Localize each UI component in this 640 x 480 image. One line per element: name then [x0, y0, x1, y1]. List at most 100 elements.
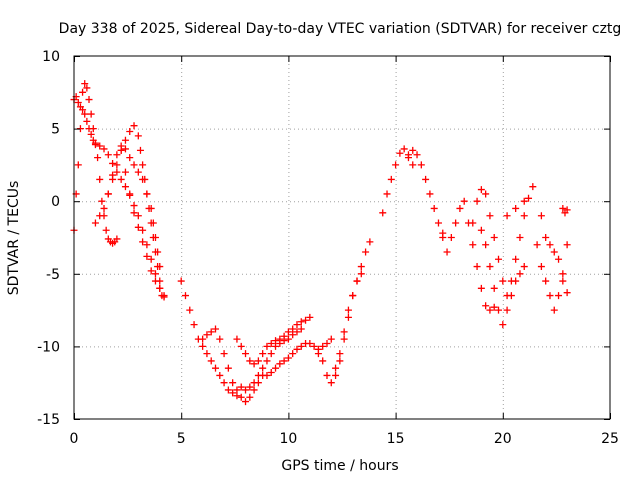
data-point [147, 204, 155, 212]
data-point [537, 212, 545, 220]
data-point [220, 379, 228, 387]
series-prn-track-h [233, 313, 314, 368]
data-point [267, 339, 275, 347]
series-prn-track-q [477, 226, 528, 329]
data-point [297, 325, 305, 333]
data-point [263, 342, 271, 350]
data-point [533, 241, 541, 249]
data-point [563, 206, 571, 214]
data-point [297, 342, 305, 350]
data-point [507, 292, 515, 300]
data-point [452, 219, 460, 227]
data-point [349, 292, 357, 300]
data-point [417, 161, 425, 169]
data-point [512, 204, 520, 212]
data-point [559, 270, 567, 278]
data-point [89, 125, 97, 133]
data-point [199, 335, 207, 343]
data-point [113, 151, 121, 159]
data-point [74, 98, 82, 106]
data-point [237, 383, 245, 391]
data-point [143, 252, 151, 260]
data-point [473, 197, 481, 205]
series-prn-track-m [379, 145, 417, 217]
data-point [503, 306, 511, 314]
points-layer [70, 80, 571, 406]
data-point [314, 350, 322, 358]
data-point [151, 277, 159, 285]
data-point [109, 171, 117, 179]
x-tick-label: 5 [177, 431, 186, 447]
data-point [362, 248, 370, 256]
data-point [366, 238, 374, 246]
data-point [91, 219, 99, 227]
data-point [104, 190, 112, 198]
data-point [297, 318, 305, 326]
data-point [447, 234, 455, 241]
data-point [81, 110, 89, 118]
data-point [156, 284, 164, 292]
data-point [85, 96, 93, 104]
tick-layer: 0 5 10 15 20 25 -15 -10 -5 0 5 10 [37, 49, 619, 447]
data-point [207, 328, 215, 336]
data-point [357, 263, 365, 271]
data-point [203, 350, 211, 358]
data-point [490, 303, 498, 311]
data-point [357, 270, 365, 278]
data-point [323, 371, 331, 379]
x-tick-label: 15 [387, 431, 405, 447]
y-axis-label: SDTVAR / TECUs [6, 181, 22, 296]
data-point [460, 197, 468, 205]
data-point [413, 151, 421, 159]
data-point [293, 345, 301, 353]
data-point [263, 357, 271, 365]
data-point [143, 190, 151, 198]
data-point [83, 84, 91, 92]
data-point [555, 292, 563, 300]
data-point [250, 379, 258, 387]
data-point [130, 202, 138, 210]
data-point [520, 263, 528, 271]
data-point [151, 234, 159, 241]
data-point [344, 313, 352, 321]
data-point [520, 197, 528, 205]
data-point [306, 339, 314, 347]
data-point [400, 145, 408, 153]
data-point [96, 212, 104, 220]
data-point [94, 154, 102, 162]
data-point [224, 386, 232, 394]
data-point [516, 270, 524, 278]
data-point [233, 386, 241, 394]
data-point [439, 234, 447, 241]
x-tick-label: 20 [494, 431, 512, 447]
data-point [267, 350, 275, 358]
series-prn-track-o [439, 197, 498, 314]
data-point [340, 335, 348, 343]
data-point [98, 197, 106, 205]
data-point [113, 235, 121, 243]
data-point [482, 302, 490, 310]
data-point [267, 369, 275, 377]
data-point [276, 339, 284, 347]
data-point [126, 128, 134, 136]
y-tick-label: 5 [51, 122, 60, 138]
data-point [263, 371, 271, 379]
data-point [486, 212, 494, 220]
data-point [293, 321, 301, 329]
series-prn-track-j [263, 335, 335, 379]
x-tick-label: 25 [601, 431, 619, 447]
data-point [327, 335, 335, 343]
data-point [134, 168, 142, 176]
data-point [100, 204, 108, 212]
data-point [254, 371, 262, 379]
data-point [237, 342, 245, 350]
data-point [537, 263, 545, 271]
data-point [100, 145, 108, 153]
data-point [134, 223, 142, 231]
data-point [136, 146, 144, 154]
data-point [139, 175, 147, 183]
data-point [434, 219, 442, 227]
data-point [96, 142, 104, 150]
data-point [242, 386, 250, 394]
plot-frame [73, 55, 611, 420]
